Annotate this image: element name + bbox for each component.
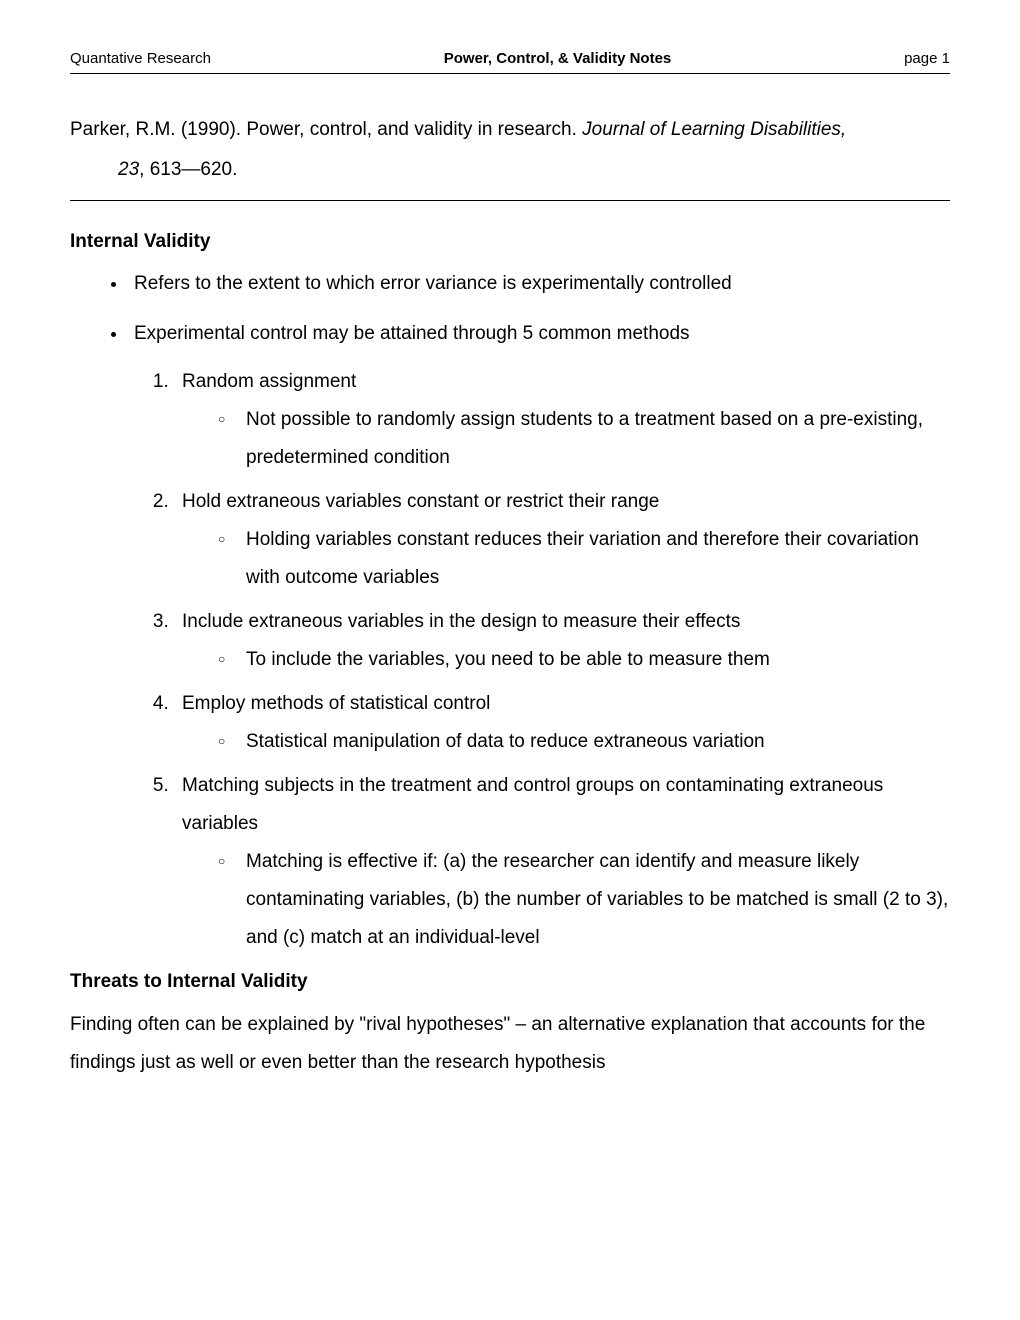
sub-bullet-item: Statistical manipulation of data to redu… (218, 723, 950, 761)
numbered-item: Hold extraneous variables constant or re… (174, 483, 950, 597)
sub-bullet-item: Not possible to randomly assign students… (218, 401, 950, 477)
citation-author-text: Parker, R.M. (1990). Power, control, and… (70, 119, 582, 140)
sub-bullet-text: To include the variables, you need to be… (246, 649, 770, 670)
numbered-title: Random assignment (182, 371, 356, 392)
citation-journal-italic: Journal of Learning Disabilities, (582, 119, 846, 140)
citation-volume-italic: 23 (118, 159, 139, 180)
sub-bullet-item: To include the variables, you need to be… (218, 641, 950, 679)
numbered-title: Matching subjects in the treatment and c… (182, 775, 883, 834)
section-heading-internal-validity: Internal Validity (70, 229, 950, 256)
sub-bullet-text: Not possible to randomly assign students… (246, 409, 923, 468)
sub-bullet-text: Holding variables constant reduces their… (246, 529, 919, 588)
bullet-item: Refers to the extent to which error vari… (128, 265, 950, 303)
numbered-item: Matching subjects in the treatment and c… (174, 767, 950, 957)
header-right: page 1 (904, 48, 950, 69)
section-heading-threats: Threats to Internal Validity (70, 969, 950, 996)
numbered-item: Random assignment Not possible to random… (174, 363, 950, 477)
sub-bullet-text: Matching is effective if: (a) the resear… (246, 851, 948, 948)
sub-bullet-list-level3: Holding variables constant reduces their… (182, 521, 950, 597)
numbered-title: Hold extraneous variables constant or re… (182, 491, 659, 512)
sub-bullet-list-level3: Statistical manipulation of data to redu… (182, 723, 950, 761)
sub-bullet-text: Statistical manipulation of data to redu… (246, 731, 765, 752)
sub-bullet-list-level3: To include the variables, you need to be… (182, 641, 950, 679)
sub-bullet-item: Holding variables constant reduces their… (218, 521, 950, 597)
sub-bullet-item: Matching is effective if: (a) the resear… (218, 843, 950, 957)
sub-bullet-list-level3: Matching is effective if: (a) the resear… (182, 843, 950, 957)
citation-block: Parker, R.M. (1990). Power, control, and… (70, 110, 950, 190)
header-center: Power, Control, & Validity Notes (444, 48, 672, 69)
numbered-title: Employ methods of statistical control (182, 693, 490, 714)
bullet-item: Experimental control may be attained thr… (128, 315, 950, 957)
numbered-list-level2: Random assignment Not possible to random… (134, 363, 950, 957)
header-left: Quantative Research (70, 48, 211, 69)
numbered-title: Include extraneous variables in the desi… (182, 611, 740, 632)
citation-pages: , 613—620. (139, 159, 237, 180)
bullet-text: Refers to the extent to which error vari… (134, 273, 732, 294)
body-paragraph: Finding often can be explained by "rival… (70, 1006, 950, 1082)
bullet-text: Experimental control may be attained thr… (134, 323, 690, 344)
numbered-item: Include extraneous variables in the desi… (174, 603, 950, 679)
horizontal-rule (70, 200, 950, 201)
sub-bullet-list-level3: Not possible to randomly assign students… (182, 401, 950, 477)
page-header: Quantative Research Power, Control, & Va… (70, 48, 950, 74)
numbered-item: Employ methods of statistical control St… (174, 685, 950, 761)
bullet-list-level1: Refers to the extent to which error vari… (70, 265, 950, 957)
